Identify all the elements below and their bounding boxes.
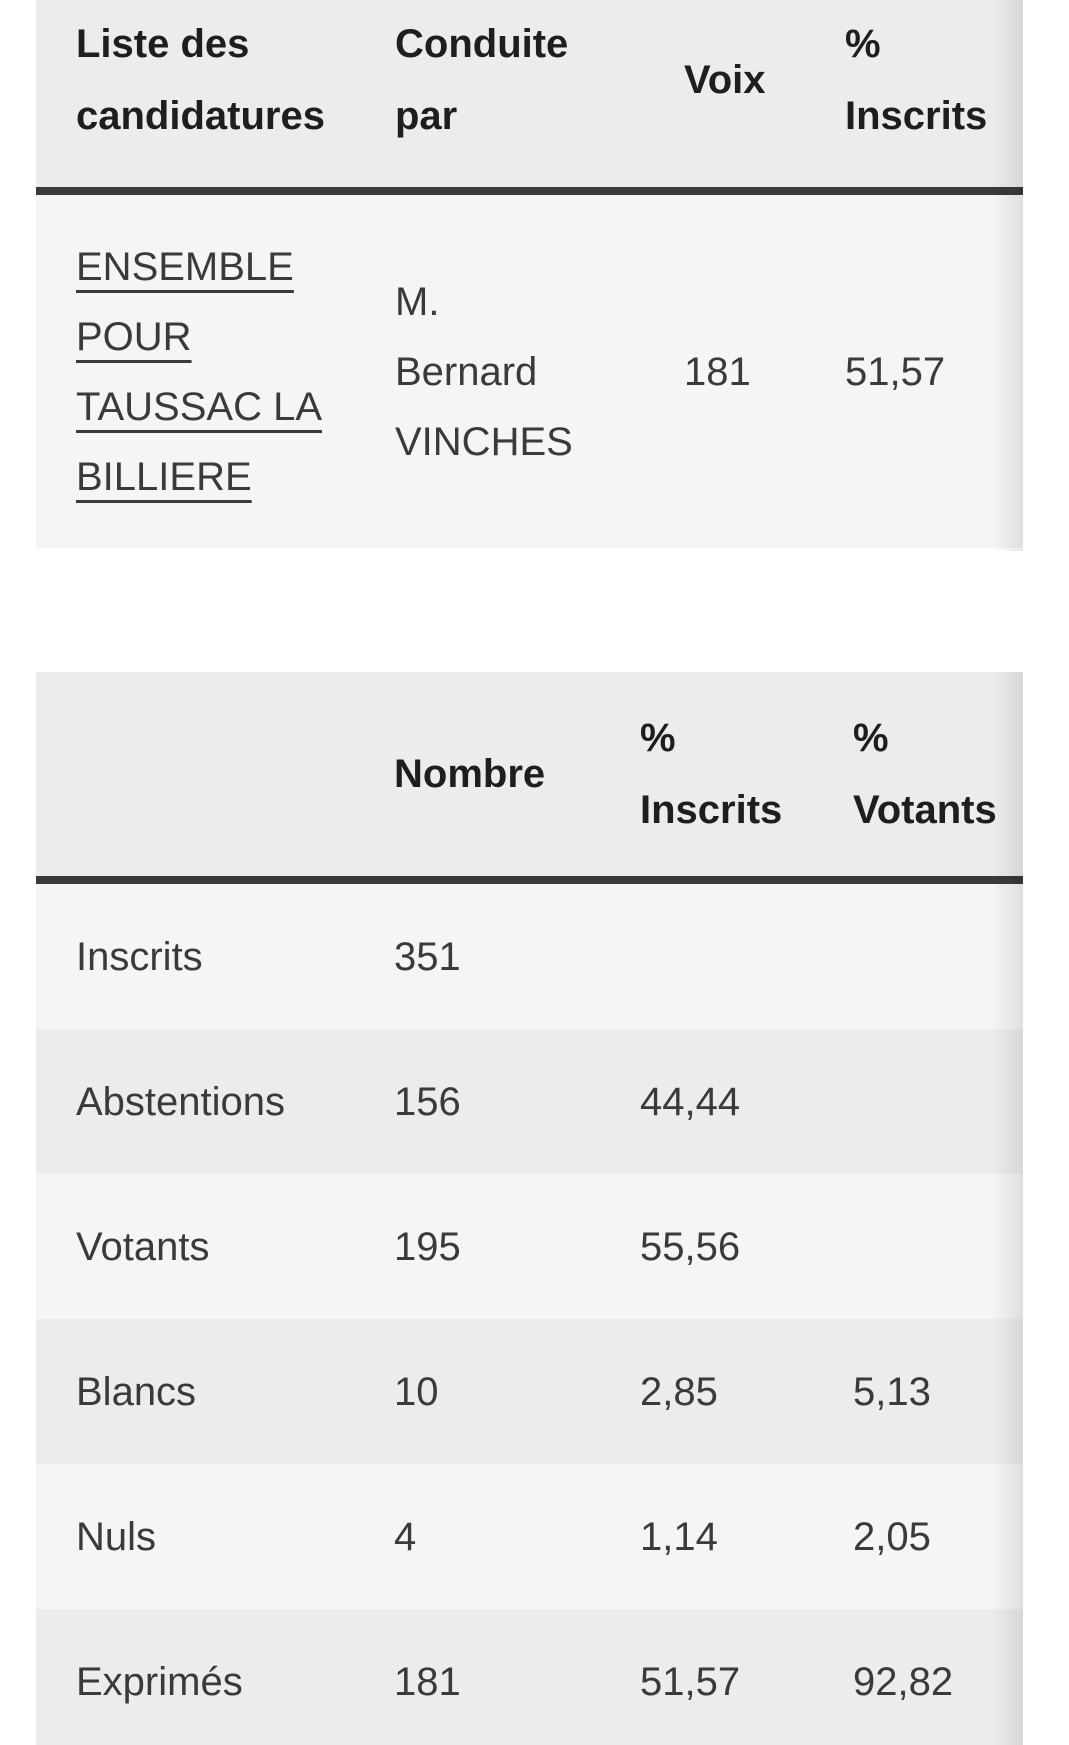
results-table: Liste des candidatures Conduite par Voix… <box>36 0 1023 548</box>
cell-liste: ENSEMBLE POUR TAUSSAC LA BILLIERE <box>36 191 355 548</box>
participation-row-blancs: Blancs 10 2,85 5,13 <box>36 1319 1023 1464</box>
cell-pct-votants <box>813 1174 1023 1319</box>
cell-pct-inscrits: 55,56 <box>600 1174 813 1319</box>
header-voix: Voix <box>644 0 805 195</box>
cell-pct-inscrits: 1,14 <box>600 1464 813 1609</box>
cell-nombre: 10 <box>354 1319 600 1464</box>
cell-pct-inscrits: 51,57 <box>805 191 1023 548</box>
participation-row-abstentions: Abstentions 156 44,44 <box>36 1029 1023 1174</box>
header-nombre: Nombre <box>354 672 600 884</box>
header-pct-inscrits: % Inscrits <box>600 672 813 884</box>
cell-pct-inscrits: 2,85 <box>600 1319 813 1464</box>
participation-row-inscrits: Inscrits 351 <box>36 880 1023 1029</box>
cell-nombre: 156 <box>354 1029 600 1174</box>
results-header-row: Liste des candidatures Conduite par Voix… <box>36 0 1023 195</box>
cell-pct-votants <box>813 880 1023 1029</box>
participation-table-header: Nombre % Inscrits % Votants <box>36 672 1023 884</box>
cell-pct-votants: 2,05 <box>813 1464 1023 1609</box>
participation-table: Nombre % Inscrits % Votants Inscrits 351… <box>36 672 1023 1745</box>
header-liste-des-candidatures: Liste des candidatures <box>36 0 355 195</box>
cell-nombre: 351 <box>354 880 600 1029</box>
header-conduite-par: Conduite par <box>355 0 644 195</box>
row-label: Exprimés <box>36 1609 354 1745</box>
row-label: Inscrits <box>36 880 354 1029</box>
cell-pct-inscrits: 51,57 <box>600 1609 813 1745</box>
cell-nombre: 4 <box>354 1464 600 1609</box>
participation-header-row: Nombre % Inscrits % Votants <box>36 672 1023 884</box>
cell-conduite-par: M. Bernard VINCHES <box>355 191 644 548</box>
participation-row-votants: Votants 195 55,56 <box>36 1174 1023 1319</box>
participation-row-exprimes: Exprimés 181 51,57 92,82 <box>36 1609 1023 1745</box>
cell-nombre: 181 <box>354 1609 600 1745</box>
results-table-scroll-area[interactable]: Liste des candidatures Conduite par Voix… <box>36 0 1023 551</box>
cell-voix: 181 <box>644 191 805 548</box>
row-label: Abstentions <box>36 1029 354 1174</box>
row-label: Nuls <box>36 1464 354 1609</box>
cell-pct-votants: 5,13 <box>813 1319 1023 1464</box>
cell-pct-votants <box>813 1029 1023 1174</box>
participation-table-scroll-area[interactable]: Nombre % Inscrits % Votants Inscrits 351… <box>36 672 1023 1745</box>
cell-nombre: 195 <box>354 1174 600 1319</box>
cell-pct-inscrits: 44,44 <box>600 1029 813 1174</box>
participation-row-nuls: Nuls 4 1,14 2,05 <box>36 1464 1023 1609</box>
results-table-header: Liste des candidatures Conduite par Voix… <box>36 0 1023 195</box>
row-label: Blancs <box>36 1319 354 1464</box>
header-pct-votants: % Votants <box>813 672 1023 884</box>
candidate-list-link[interactable]: ENSEMBLE POUR TAUSSAC LA BILLIERE <box>76 244 322 499</box>
header-empty <box>36 672 354 884</box>
header-pct-inscrits: % Inscrits <box>805 0 1023 195</box>
results-row: ENSEMBLE POUR TAUSSAC LA BILLIERE M. Ber… <box>36 191 1023 548</box>
cell-pct-votants: 92,82 <box>813 1609 1023 1745</box>
row-label: Votants <box>36 1174 354 1319</box>
cell-pct-inscrits <box>600 880 813 1029</box>
